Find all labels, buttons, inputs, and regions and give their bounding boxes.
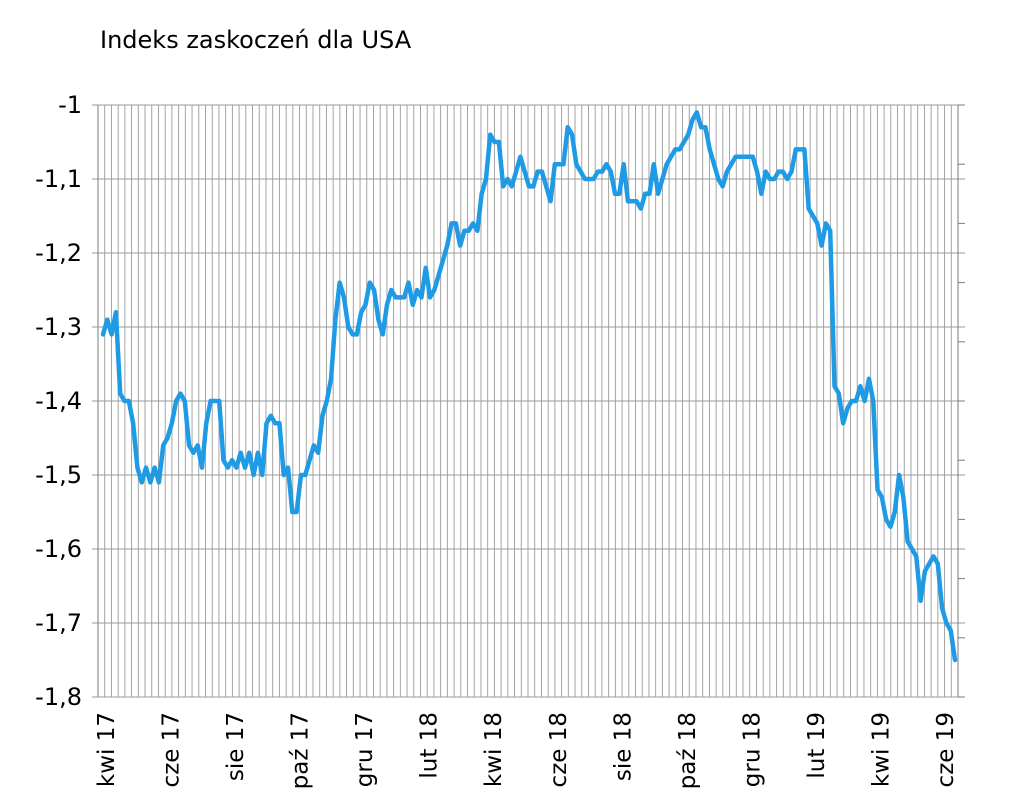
series-line [100,110,958,663]
y-tick-label: -1,8 [35,683,82,711]
x-tick-label: lut 19 [804,712,830,779]
y-axis: -1 -1,1 -1,2 -1,3 -1,4 -1,5 -1,6 -1,7 -1,8 [35,91,965,711]
x-tick-label: gru 17 [352,712,378,787]
right-axis [957,104,965,698]
y-tick-label: -1,4 [35,387,82,415]
x-tick-label: cze 17 [159,712,185,787]
y-tick-label: -1,7 [35,609,82,637]
x-tick-label: sie 17 [223,712,249,781]
x-tick-label: kwi 17 [94,712,120,787]
chart-title: Indeks zaskoczeń dla USA [100,26,412,54]
x-tick-label: cze 19 [933,712,959,787]
x-tick-label: cze 18 [546,712,572,787]
x-tick-label: kwi 18 [481,712,507,787]
y-tick-label: -1,6 [35,535,82,563]
series-layer [100,110,958,663]
y-tick-label: -1,2 [35,239,82,267]
x-tick-label: kwi 19 [869,712,895,787]
x-tick-label: lut 18 [417,712,443,779]
y-tick-label: -1,3 [35,313,82,341]
x-axis: kwi 17 cze 17 sie 17 paź 17 gru 17 lut 18 kwi … [94,712,959,789]
y-tick-label: -1 [58,91,82,119]
y-tick-label: -1,1 [35,165,82,193]
x-tick-label: sie 18 [610,712,636,781]
y-tick-label: -1,5 [35,461,82,489]
x-tick-label: paź 18 [675,712,701,789]
x-tick-label: paź 17 [288,712,314,789]
x-tick-label: gru 18 [739,712,765,787]
